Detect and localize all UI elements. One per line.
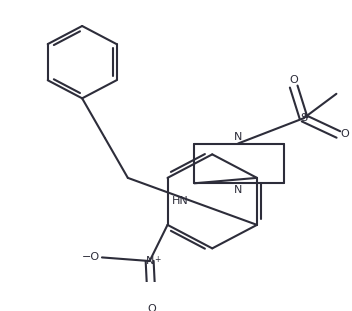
Text: O: O [340,129,349,139]
Text: HN: HN [172,196,188,207]
Text: N: N [145,256,154,266]
Text: O: O [289,75,298,85]
Text: S: S [300,113,307,123]
Text: +: + [155,255,161,264]
Text: O: O [147,304,156,311]
Text: −O: −O [82,253,100,262]
Text: N: N [234,185,242,195]
Text: N: N [234,132,242,142]
